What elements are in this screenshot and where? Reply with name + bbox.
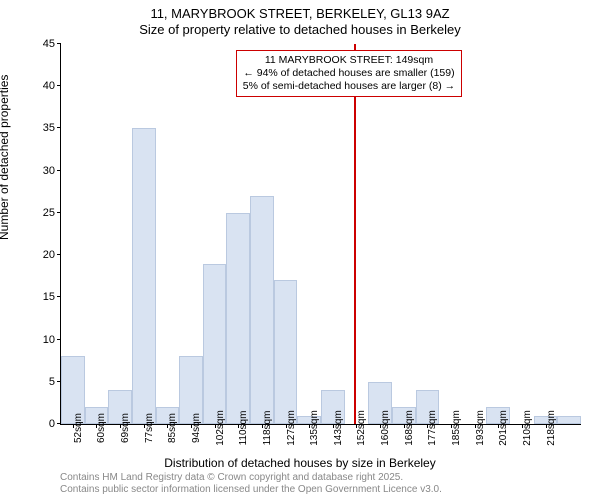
y-axis-label: Number of detached properties bbox=[0, 75, 11, 240]
y-tick-mark bbox=[57, 170, 61, 171]
chart-title-address: 11, MARYBROOK STREET, BERKELEY, GL13 9AZ bbox=[0, 6, 600, 21]
y-tick-label: 5 bbox=[49, 376, 55, 388]
x-tick-label: 118sqm bbox=[262, 411, 273, 446]
plot-area: 05101520253035404552sqm60sqm69sqm77sqm85… bbox=[60, 44, 581, 425]
annotation-line1: 11 MARYBROOK STREET: 149sqm bbox=[243, 54, 455, 67]
attribution-line2: Contains public sector information licen… bbox=[60, 484, 442, 496]
y-tick-mark bbox=[57, 43, 61, 44]
x-tick-mark bbox=[498, 424, 499, 428]
y-tick-label: 45 bbox=[43, 38, 55, 50]
x-tick-label: 210sqm bbox=[522, 410, 533, 446]
x-tick-label: 160sqm bbox=[380, 410, 391, 446]
x-tick-label: 168sqm bbox=[404, 410, 415, 446]
annotation-box: 11 MARYBROOK STREET: 149sqm← 94% of deta… bbox=[236, 50, 462, 97]
x-tick-label: 52sqm bbox=[73, 413, 84, 443]
x-tick-mark bbox=[215, 424, 216, 428]
x-tick-mark bbox=[380, 424, 381, 428]
x-tick-mark bbox=[333, 424, 334, 428]
x-tick-mark bbox=[309, 424, 310, 428]
x-tick-mark bbox=[144, 424, 145, 428]
y-tick-label: 15 bbox=[43, 291, 55, 303]
annotation-line3: 5% of semi-detached houses are larger (8… bbox=[243, 80, 455, 93]
x-tick-mark bbox=[262, 424, 263, 428]
y-tick-mark bbox=[57, 127, 61, 128]
y-tick-mark bbox=[57, 254, 61, 255]
x-tick-label: 152sqm bbox=[356, 410, 367, 446]
annotation-line2: ← 94% of detached houses are smaller (15… bbox=[243, 67, 455, 80]
x-tick-label: 60sqm bbox=[96, 413, 107, 443]
y-tick-label: 25 bbox=[43, 207, 55, 219]
x-tick-mark bbox=[475, 424, 476, 428]
x-tick-mark bbox=[167, 424, 168, 428]
y-tick-label: 10 bbox=[43, 334, 55, 346]
histogram-bar bbox=[226, 213, 250, 424]
x-tick-label: 85sqm bbox=[167, 413, 178, 443]
y-tick-mark bbox=[57, 85, 61, 86]
x-tick-mark bbox=[286, 424, 287, 428]
histogram-bar bbox=[203, 264, 227, 424]
chart-container: 11, MARYBROOK STREET, BERKELEY, GL13 9AZ… bbox=[0, 0, 600, 500]
y-tick-label: 0 bbox=[49, 418, 55, 430]
x-tick-label: 94sqm bbox=[191, 413, 202, 443]
x-tick-label: 135sqm bbox=[309, 410, 320, 446]
x-tick-mark bbox=[238, 424, 239, 428]
attribution-line1: Contains HM Land Registry data © Crown c… bbox=[60, 472, 442, 484]
x-tick-label: 177sqm bbox=[427, 410, 438, 446]
x-tick-mark bbox=[427, 424, 428, 428]
x-tick-label: 143sqm bbox=[333, 410, 344, 446]
x-tick-mark bbox=[404, 424, 405, 428]
y-tick-label: 35 bbox=[43, 122, 55, 134]
y-tick-mark bbox=[57, 212, 61, 213]
x-tick-mark bbox=[356, 424, 357, 428]
x-tick-label: 110sqm bbox=[238, 411, 249, 446]
histogram-bar bbox=[557, 416, 581, 424]
y-tick-mark bbox=[57, 339, 61, 340]
x-tick-label: 77sqm bbox=[144, 413, 155, 443]
histogram-bar bbox=[132, 128, 156, 424]
x-tick-mark bbox=[120, 424, 121, 428]
x-tick-label: 193sqm bbox=[475, 410, 486, 446]
x-tick-mark bbox=[546, 424, 547, 428]
x-tick-mark bbox=[522, 424, 523, 428]
x-tick-label: 69sqm bbox=[120, 413, 131, 443]
y-tick-mark bbox=[57, 296, 61, 297]
y-tick-label: 30 bbox=[43, 165, 55, 177]
chart-title-description: Size of property relative to detached ho… bbox=[0, 22, 600, 37]
x-axis-label: Distribution of detached houses by size … bbox=[0, 456, 600, 470]
x-tick-mark bbox=[451, 424, 452, 428]
x-tick-label: 102sqm bbox=[215, 410, 226, 446]
x-tick-mark bbox=[96, 424, 97, 428]
x-tick-label: 218sqm bbox=[546, 410, 557, 446]
y-tick-label: 20 bbox=[43, 249, 55, 261]
x-tick-label: 201sqm bbox=[498, 410, 509, 446]
x-tick-label: 185sqm bbox=[451, 410, 462, 446]
x-tick-mark bbox=[191, 424, 192, 428]
x-tick-mark bbox=[73, 424, 74, 428]
property-marker-line bbox=[354, 44, 356, 424]
x-tick-label: 127sqm bbox=[286, 410, 297, 446]
histogram-bar bbox=[250, 196, 274, 424]
attribution-text: Contains HM Land Registry data © Crown c… bbox=[60, 472, 442, 496]
histogram-bar bbox=[274, 280, 298, 424]
y-tick-label: 40 bbox=[43, 80, 55, 92]
